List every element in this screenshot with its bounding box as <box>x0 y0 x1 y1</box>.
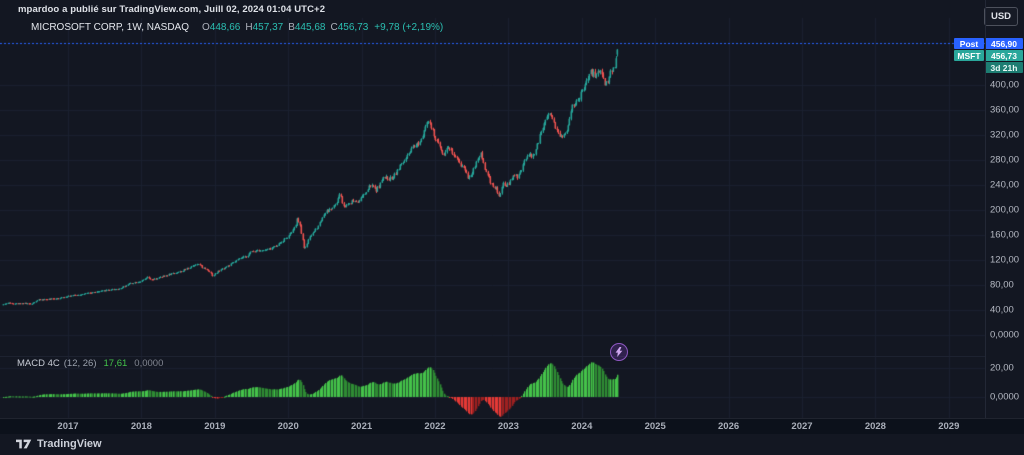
ohlc-value: 457,37 <box>252 22 284 33</box>
ohlc-letter: B <box>288 22 295 33</box>
macd-axis-tick: 0,0000 <box>990 391 1020 403</box>
year-axis-tick: 2022 <box>424 421 446 432</box>
indicator-legend[interactable]: MACD 4C (12, 26) 17,61 0,0000 <box>17 358 163 369</box>
lightning-bolt-icon <box>615 347 623 357</box>
year-axis-tick: 2023 <box>497 421 519 432</box>
footer-branding[interactable]: TradingView <box>16 438 102 450</box>
price-axis-tick: 120,00 <box>990 254 1020 266</box>
indicator-params: (12, 26) <box>63 358 97 369</box>
pane-separator[interactable] <box>0 356 985 357</box>
year-axis-tick: 2019 <box>204 421 226 432</box>
symbol-legend[interactable]: MICROSOFT CORP, 1W, NASDAQ O448,66 H457,37… <box>31 22 443 33</box>
symbol-tag: MSFT <box>954 50 984 61</box>
year-axis-tick: 2029 <box>938 421 960 432</box>
price-axis-tick: 80,00 <box>990 279 1014 291</box>
price-axis-tick: 240,00 <box>990 179 1020 191</box>
price-axis-tick: 400,00 <box>990 79 1020 91</box>
price-axis-tick: 160,00 <box>990 229 1020 241</box>
last-price-label: 456,73 <box>985 50 1023 61</box>
lightning-badge-icon[interactable] <box>610 343 628 361</box>
macd-axis-tick: 20,00 <box>990 362 1014 374</box>
year-axis-tick: 2028 <box>864 421 886 432</box>
indicator-value: 17,61 <box>103 358 128 369</box>
ohlc-value: 448,66 <box>209 22 241 33</box>
tradingview-logo-icon <box>16 439 32 449</box>
year-axis-tick: 2020 <box>277 421 299 432</box>
ohlc-letter: C <box>330 22 338 33</box>
ohlc-value: 456,73 <box>337 22 369 33</box>
brand-name: TradingView <box>37 438 102 450</box>
year-axis-tick: 2017 <box>57 421 79 432</box>
indicator-name[interactable]: MACD 4C <box>17 358 60 369</box>
post-market-price-label: 456,90 <box>985 38 1023 49</box>
ohlc-letter: O <box>202 22 210 33</box>
time-axis[interactable]: 2017 2018 2019 2020 2021 2022 2023 2024 2025 2026… <box>0 418 1024 434</box>
symbol-title[interactable]: MICROSOFT CORP, 1W, NASDAQ <box>31 22 189 33</box>
year-axis-tick: 2026 <box>718 421 740 432</box>
year-axis-tick: 2025 <box>644 421 666 432</box>
ohlc-values: O448,66 H457,37 B445,68 C456,73 <box>197 22 368 33</box>
year-axis-tick: 2027 <box>791 421 813 432</box>
attribution-text: mpardoo a publié sur TradingView.com, Ju… <box>18 4 326 15</box>
year-axis-tick: 2024 <box>571 421 593 432</box>
price-axis-tick: 320,00 <box>990 129 1020 141</box>
price-axis-tick: 360,00 <box>990 104 1020 116</box>
currency-button[interactable]: USD <box>984 7 1018 26</box>
price-axis-tick: 280,00 <box>990 154 1020 166</box>
ohlc-value: 445,68 <box>294 22 326 33</box>
ohlc-letter: H <box>245 22 253 33</box>
year-axis-tick: 2018 <box>130 421 152 432</box>
bar-countdown-label: 3d 21h <box>985 62 1023 73</box>
price-axis-tick: 200,00 <box>990 204 1020 216</box>
price-axis-tick: 0,0000 <box>990 329 1020 341</box>
change-value: +9,78 (+2,19%) <box>374 22 444 33</box>
price-axis-separator <box>985 0 986 433</box>
price-axis-tick: 40,00 <box>990 304 1014 316</box>
indicator-value-2: 0,0000 <box>134 358 164 369</box>
post-market-tag: Post <box>954 38 984 49</box>
year-axis-tick: 2021 <box>351 421 373 432</box>
